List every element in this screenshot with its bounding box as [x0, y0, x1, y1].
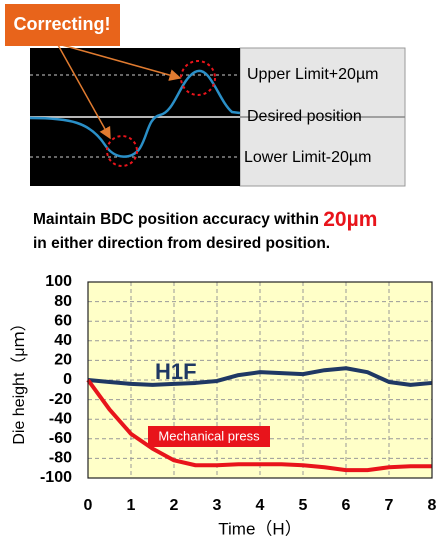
x-tick-label: 8 — [428, 497, 437, 514]
caption: in either direction from desired positio… — [33, 235, 330, 252]
y-axis-label: Die height（μｍ） — [10, 315, 28, 444]
arrow — [57, 44, 111, 140]
position-curve — [29, 69, 241, 158]
y-tick-label: 40 — [54, 332, 72, 349]
upper-label: Upper Limit+20µm — [247, 66, 379, 83]
series-line — [87, 366, 433, 387]
x-tick-label: 4 — [256, 497, 265, 514]
y-tick-label: 60 — [54, 312, 72, 329]
y-tick-label: 20 — [54, 352, 72, 369]
highlight-circle — [106, 135, 138, 167]
arrow — [61, 44, 182, 81]
y-tick-label: -60 — [49, 430, 72, 447]
chart: -100 -80 -60 -40 -20 0 20 40 60 80 100 0 1 2 3 4 5 6 7 8 H1F… — [40, 273, 437, 514]
series-line — [86, 378, 432, 473]
x-tick-label: 6 — [342, 497, 351, 514]
y-tick-label: 80 — [54, 293, 72, 310]
x-tick-label: 3 — [213, 497, 222, 514]
x-tick-label: 5 — [299, 497, 308, 514]
legend-box — [148, 426, 270, 447]
x-tick-label: 7 — [385, 497, 394, 514]
y-tick-label: 100 — [45, 273, 72, 290]
y-tick-label: -20 — [49, 391, 72, 408]
legend-label: H1F — [155, 359, 197, 384]
caption-highlight: 20µm — [323, 208, 377, 231]
y-tick-label: -100 — [40, 469, 72, 486]
y-tick-label: 0 — [63, 371, 72, 388]
legend-label: Mechanical press — [158, 428, 260, 443]
desired-label: Desired position — [247, 108, 362, 125]
lower-label: Lower Limit-20µm — [244, 149, 371, 166]
x-tick-label: 0 — [84, 497, 93, 514]
caption: Maintain BDC position accuracy within 20… — [33, 208, 377, 231]
x-tick-label: 1 — [127, 497, 136, 514]
badge: Correcting! — [13, 14, 110, 34]
caption-text: Maintain BDC position accuracy within — [33, 211, 323, 228]
highlight-circle — [180, 60, 216, 96]
x-axis-label: Time（H） — [218, 519, 301, 538]
badge-box — [5, 4, 120, 46]
plot-frame — [87, 281, 433, 479]
y-tick-label: -40 — [49, 410, 72, 427]
y-tick-label: -80 — [49, 450, 72, 467]
x-tick-label: 2 — [170, 497, 179, 514]
